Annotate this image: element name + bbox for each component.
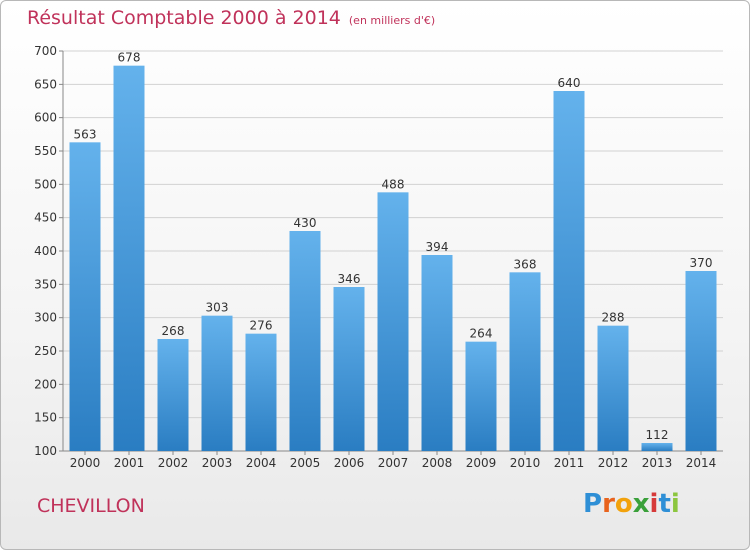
y-tick-label: 600: [34, 111, 57, 125]
value-label: 563: [74, 127, 97, 141]
proxiti-logo: Proxiti: [583, 489, 680, 519]
bar: [333, 287, 365, 451]
commune-name: CHEVILLON: [37, 495, 145, 517]
value-label: 268: [162, 324, 185, 338]
y-tick-labels: 100 150 200 250 300 350 400 450 500 550 600 650 700: [34, 44, 57, 458]
value-label: 488: [382, 177, 405, 191]
bar: [421, 255, 453, 451]
x-tick-label: 2014: [686, 456, 717, 470]
logo-letter: i: [670, 489, 680, 519]
value-label: 346: [338, 272, 361, 286]
logo-letter: t: [658, 489, 671, 519]
chart-title: Résultat Comptable 2000 à 2014 (en millie…: [27, 7, 435, 29]
bar: [553, 91, 585, 451]
value-label: 276: [250, 319, 273, 333]
value-label: 368: [514, 257, 537, 271]
value-label: 303: [206, 301, 229, 315]
value-label: 370: [690, 256, 713, 270]
logo-letter: P: [583, 489, 603, 519]
bar: [377, 192, 409, 452]
x-tick-label: 2000: [70, 456, 101, 470]
x-tick-label: 2009: [466, 456, 497, 470]
bar: [465, 341, 497, 451]
bar: [289, 231, 321, 451]
x-tick-label: 2013: [642, 456, 673, 470]
logo-letter: i: [649, 489, 659, 519]
x-tick-label: 2002: [158, 456, 189, 470]
value-labels: 563 678 268 303 276 430 346 488 394 264 368 640 288 1…: [74, 51, 713, 442]
value-label: 112: [646, 428, 669, 442]
y-tick-label: 150: [34, 411, 57, 425]
y-tick-label: 400: [34, 244, 57, 258]
x-tick-label: 2011: [554, 456, 585, 470]
bar: [245, 333, 277, 451]
bar: [685, 271, 717, 451]
x-tick-label: 2005: [290, 456, 321, 470]
y-tick-label: 300: [34, 311, 57, 325]
x-tick-label: 2004: [246, 456, 277, 470]
bar: [157, 339, 189, 451]
y-tick-label: 500: [34, 177, 57, 191]
bar: [597, 325, 629, 451]
bar: [509, 272, 541, 451]
y-tick-label: 700: [34, 44, 57, 58]
value-label: 640: [558, 76, 581, 90]
x-tick-label: 2008: [422, 456, 453, 470]
chart-title-text: Résultat Comptable 2000 à 2014: [27, 7, 341, 29]
x-tick-labels: 2000 2001 2002 2003 2004 2005 2006 2007 2008 2009…: [70, 456, 717, 470]
x-tick-label: 2012: [598, 456, 629, 470]
value-label: 678: [118, 51, 141, 65]
y-tick-label: 200: [34, 377, 57, 391]
x-tick-label: 2003: [202, 456, 233, 470]
x-tick-label: 2006: [334, 456, 365, 470]
value-label: 394: [426, 240, 449, 254]
x-tick-label: 2001: [114, 456, 145, 470]
bars: [69, 65, 717, 452]
y-tick-label: 550: [34, 144, 57, 158]
x-tick-label: 2010: [510, 456, 541, 470]
logo-letter: o: [614, 489, 633, 519]
logo-letter: x: [632, 489, 650, 519]
bar: [201, 315, 233, 451]
value-label: 288: [602, 311, 625, 325]
y-tick-label: 450: [34, 211, 57, 225]
y-tick-label: 100: [34, 444, 57, 458]
y-tick-label: 650: [34, 77, 57, 91]
bar: [641, 443, 673, 451]
bar: [69, 142, 101, 452]
y-tick-label: 350: [34, 277, 57, 291]
logo-letter: r: [602, 489, 615, 519]
y-tick-label: 250: [34, 344, 57, 358]
chart-unit-note: (en milliers d'€): [348, 14, 436, 27]
value-label: 264: [470, 327, 493, 341]
x-tick-label: 2007: [378, 456, 409, 470]
bar: [113, 65, 145, 452]
value-label: 430: [294, 216, 317, 230]
